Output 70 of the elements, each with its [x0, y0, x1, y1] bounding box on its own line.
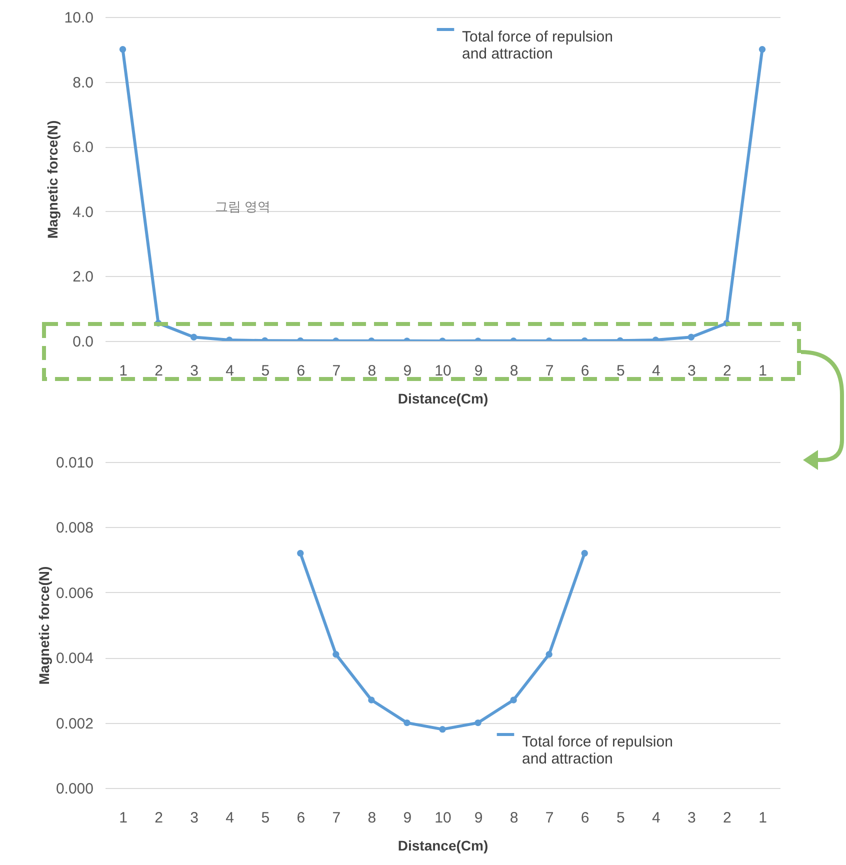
x-tick-label: 6 — [580, 362, 590, 380]
x-tick-label: 1 — [119, 810, 128, 826]
point — [404, 719, 410, 726]
y-tick-label: 2.0 — [72, 268, 94, 286]
annotation: 그림 영역 — [215, 199, 271, 214]
x-tick-label: 10 — [434, 362, 452, 380]
x-tick-label: 8 — [510, 362, 518, 380]
point — [190, 334, 198, 340]
legend-label: Total force of repulsion and attraction — [522, 734, 673, 768]
y-tick-label: 10.0 — [64, 10, 94, 26]
point — [581, 550, 588, 557]
x-tick-label: 3 — [190, 810, 198, 826]
y-axis-title: Magnetic force(N) — [36, 566, 52, 685]
legend-label: Total force of repulsion and attraction — [462, 28, 613, 62]
y-tick-label: 4.0 — [72, 204, 94, 221]
x-tick-label: 7 — [332, 362, 341, 380]
point — [439, 726, 446, 733]
x-tick-label: 10 — [434, 810, 452, 826]
x-tick-label: 1 — [758, 810, 767, 826]
x-tick-label: 6 — [296, 810, 306, 826]
x-tick-label: 1 — [758, 362, 767, 380]
x-tick-label: 7 — [332, 810, 341, 826]
point — [758, 46, 766, 53]
x-tick-label: 3 — [190, 362, 198, 380]
x-tick-label: 3 — [688, 810, 696, 826]
x-tick-label: 2 — [154, 362, 163, 380]
point — [332, 650, 340, 658]
point — [546, 650, 552, 658]
x-tick-label: 4 — [226, 362, 234, 380]
x-tick-label: 6 — [580, 810, 590, 826]
point — [297, 550, 304, 557]
x-tick-label: 5 — [261, 810, 270, 826]
x-tick-label: 9 — [474, 810, 483, 826]
x-tick-label: 4 — [226, 810, 234, 826]
x-tick-label: 7 — [545, 362, 554, 380]
y-tick-label: 0.004 — [56, 650, 94, 668]
y-axis-title: Magnetic force(N) — [44, 120, 60, 239]
point — [119, 46, 126, 53]
x-tick-label: 8 — [368, 362, 376, 380]
x-tick-label: 7 — [545, 810, 554, 826]
x-axis-title: Distance(Cm) — [398, 838, 488, 854]
y-tick-label: 0.006 — [56, 584, 94, 602]
x-tick-label: 2 — [723, 362, 732, 380]
y-tick-label: 0.000 — [56, 780, 94, 798]
y-tick-label: 0.002 — [56, 715, 94, 732]
y-tick-label: 0.008 — [56, 520, 94, 537]
y-tick-label: 0.010 — [56, 454, 94, 472]
x-tick-label: 8 — [368, 810, 376, 826]
x-tick-label: 1 — [119, 362, 128, 380]
x-tick-label: 9 — [403, 362, 412, 380]
point — [688, 334, 695, 340]
x-tick-label: 5 — [616, 810, 625, 826]
x-tick-label: 9 — [403, 810, 412, 826]
x-tick-label: 5 — [616, 362, 625, 380]
x-tick-label: 2 — [154, 810, 163, 826]
x-tick-label: 4 — [652, 810, 660, 826]
point — [510, 696, 517, 704]
y-tick-label: 0.0 — [72, 334, 94, 350]
x-tick-label: 3 — [688, 362, 696, 380]
x-tick-label: 5 — [261, 362, 270, 380]
x-tick-label: 8 — [510, 810, 518, 826]
x-tick-label: 4 — [652, 362, 660, 380]
point — [474, 719, 482, 726]
y-tick-label: 8.0 — [72, 74, 94, 92]
y-tick-label: 6.0 — [72, 139, 94, 156]
x-tick-label: 2 — [723, 810, 732, 826]
x-axis-title: Distance(Cm) — [398, 390, 488, 406]
x-tick-label: 6 — [296, 362, 306, 380]
x-tick-label: 9 — [474, 362, 483, 380]
point — [368, 696, 375, 704]
